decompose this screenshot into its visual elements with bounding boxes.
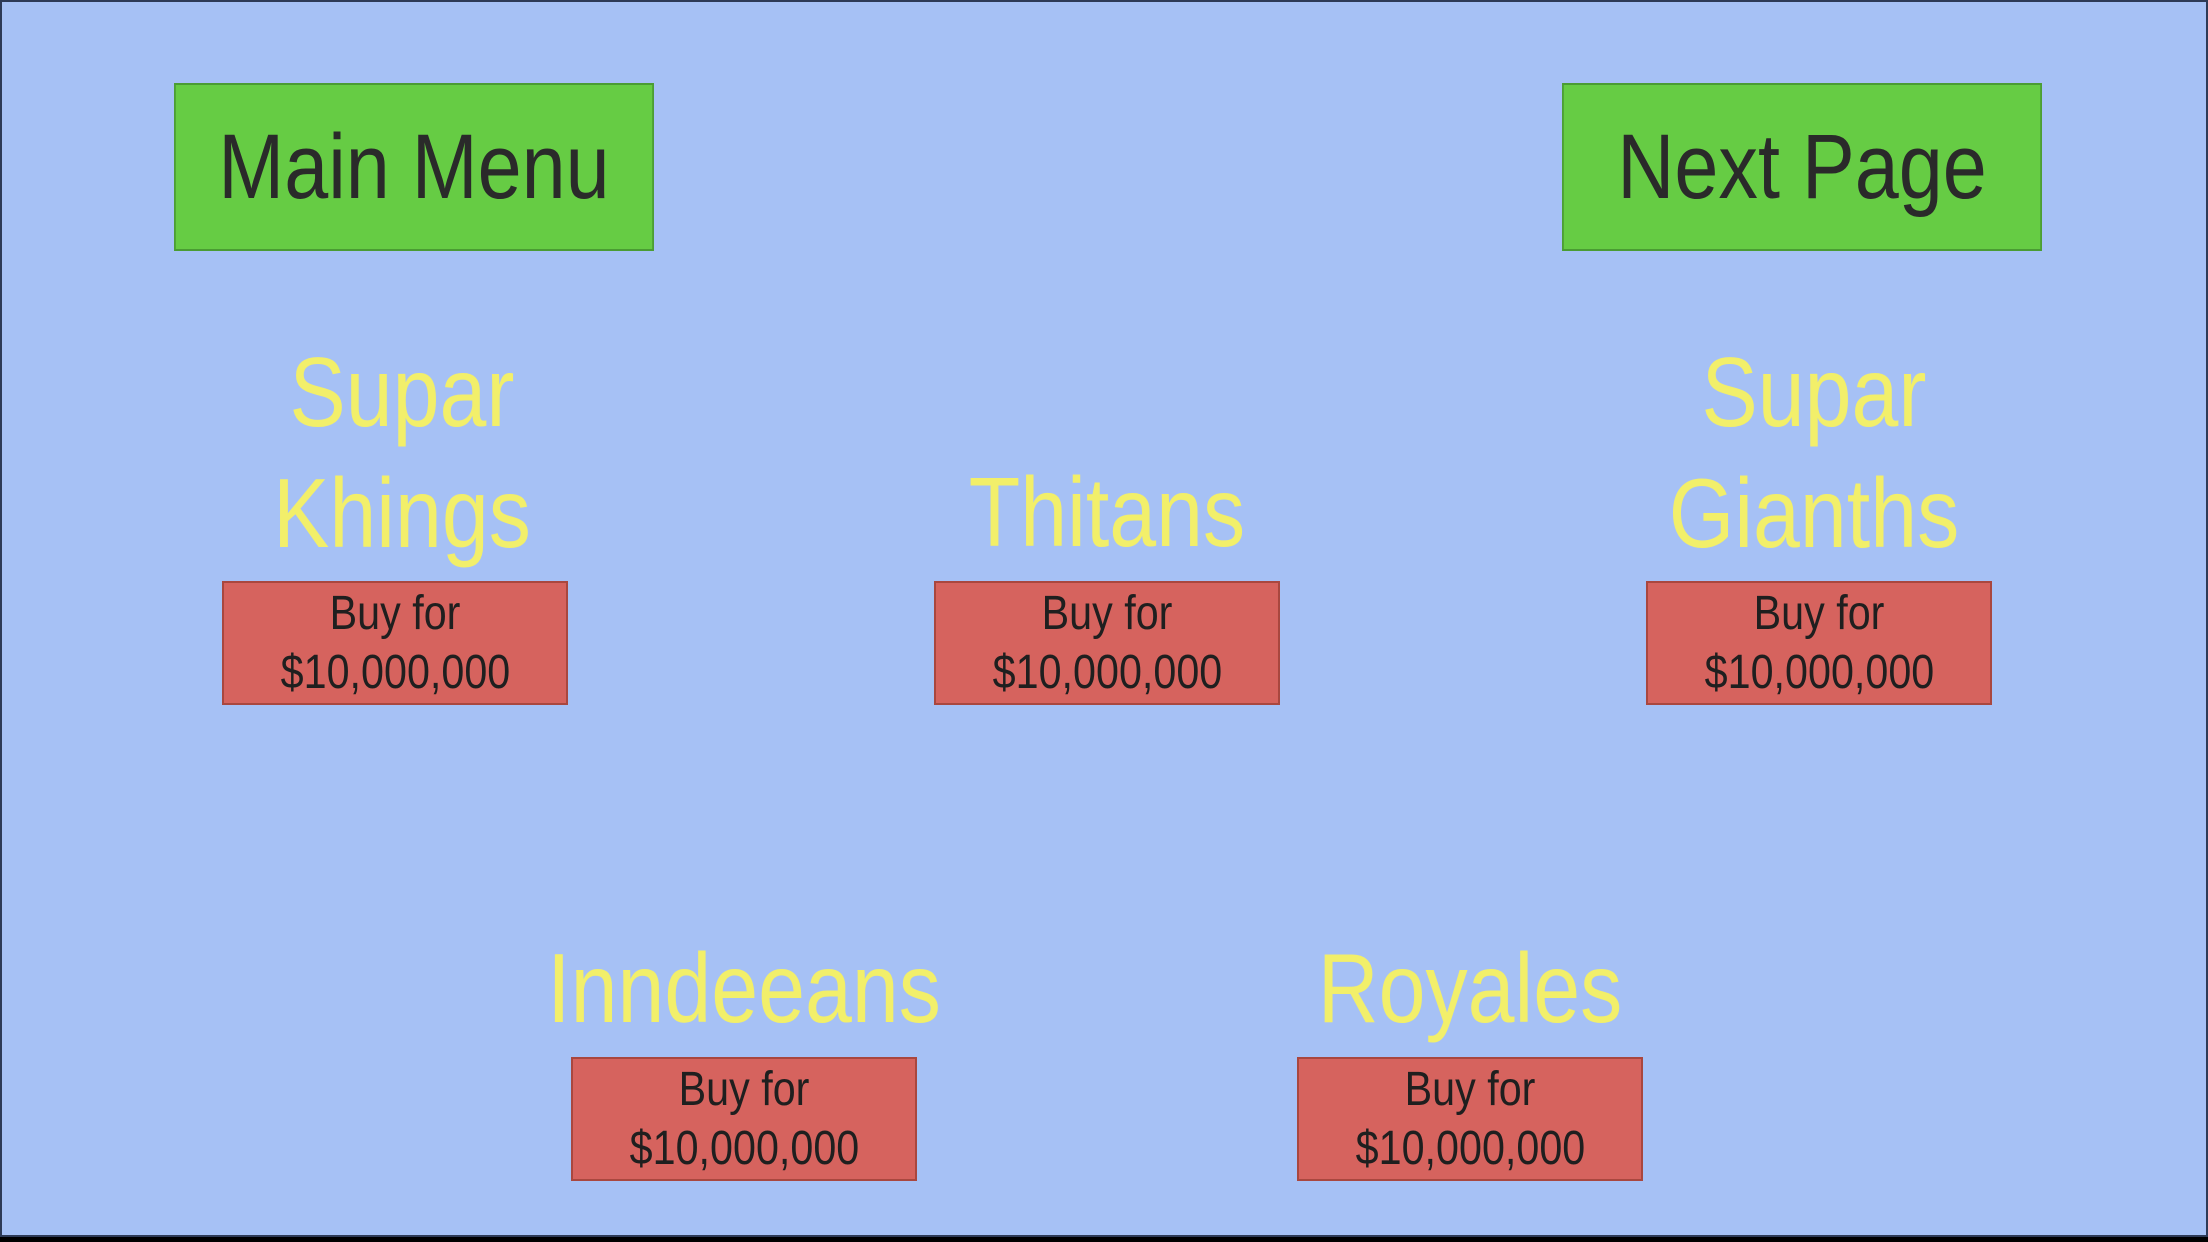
main-menu-button[interactable]: Main Menu (174, 83, 654, 251)
main-menu-label: Main Menu (218, 115, 610, 218)
team-name-thitans: Thitans (935, 452, 1279, 573)
team-name-line: Royales (1317, 933, 1623, 1043)
team-name-line: Supar (1701, 337, 1927, 447)
buy-price: $10,000,000 (1704, 646, 1934, 699)
buy-price: $10,000,000 (1355, 1122, 1585, 1175)
team-name-inndeeans: Inndeeans (529, 928, 959, 1049)
next-page-button[interactable]: Next Page (1562, 83, 2042, 251)
team-name-line: Thitans (968, 457, 1246, 567)
buy-button-inndeeans[interactable]: Buy for $10,000,000 (571, 1057, 917, 1181)
team-name-line: Gianths (1668, 458, 1960, 568)
buy-button-royales[interactable]: Buy for $10,000,000 (1297, 1057, 1643, 1181)
team-name-supar-gianths: Supar Gianths (1642, 332, 1986, 574)
buy-label: Buy for (678, 1063, 810, 1116)
buy-price: $10,000,000 (992, 646, 1222, 699)
team-name-line: Supar (289, 337, 515, 447)
team-name-line: Khings (273, 458, 531, 568)
buy-button-thitans[interactable]: Buy for $10,000,000 (934, 581, 1280, 705)
buy-button-supar-khings[interactable]: Buy for $10,000,000 (222, 581, 568, 705)
team-name-line: Inndeeans (547, 933, 941, 1043)
buy-button-supar-gianths[interactable]: Buy for $10,000,000 (1646, 581, 1992, 705)
team-name-royales: Royales (1298, 928, 1642, 1049)
buy-label: Buy for (329, 587, 461, 640)
buy-label: Buy for (1753, 587, 1885, 640)
buy-price: $10,000,000 (629, 1122, 859, 1175)
buy-label: Buy for (1404, 1063, 1536, 1116)
buy-label: Buy for (1041, 587, 1173, 640)
buy-price: $10,000,000 (280, 646, 510, 699)
team-name-supar-khings: Supar Khings (239, 332, 566, 574)
next-page-label: Next Page (1617, 115, 1987, 218)
